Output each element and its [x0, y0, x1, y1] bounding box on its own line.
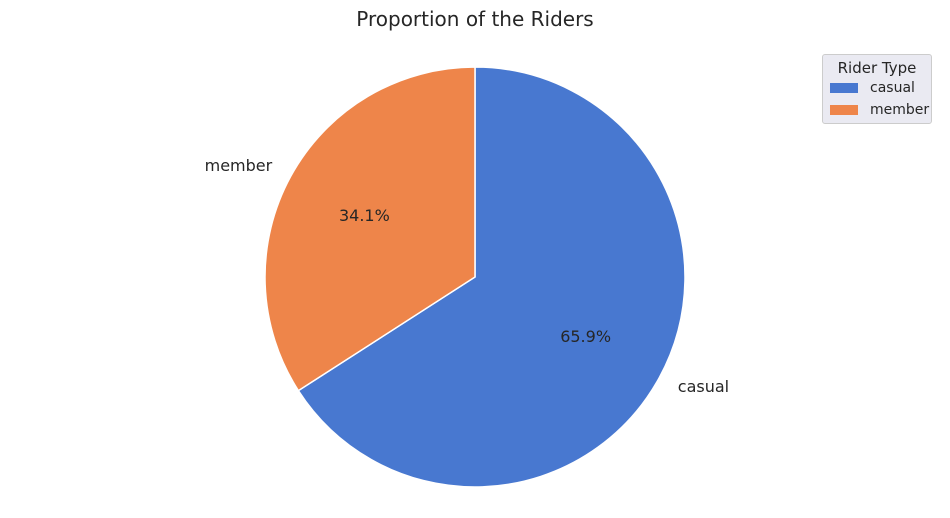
legend-label-member: member — [870, 102, 930, 118]
legend-item-member: member — [823, 99, 931, 121]
slice-label-member: member — [205, 156, 273, 175]
legend: Rider Type casual member — [822, 54, 932, 124]
slice-percent-casual: 65.9% — [560, 327, 611, 346]
slice-label-casual: casual — [678, 377, 729, 396]
pie-slices — [264, 66, 686, 488]
slice-percent-member: 34.1% — [339, 206, 390, 225]
legend-swatch-casual — [830, 83, 858, 93]
legend-item-casual: casual — [823, 77, 931, 99]
chart-title: Proportion of the Riders — [356, 7, 593, 31]
legend-swatch-member — [830, 105, 858, 115]
legend-label-casual: casual — [870, 80, 915, 96]
legend-title: Rider Type — [837, 59, 917, 77]
pie-slice-member — [264, 66, 476, 392]
pie-labels: casual 65.9% member 34.1% — [205, 156, 729, 396]
pie-slice-casual — [297, 66, 686, 488]
